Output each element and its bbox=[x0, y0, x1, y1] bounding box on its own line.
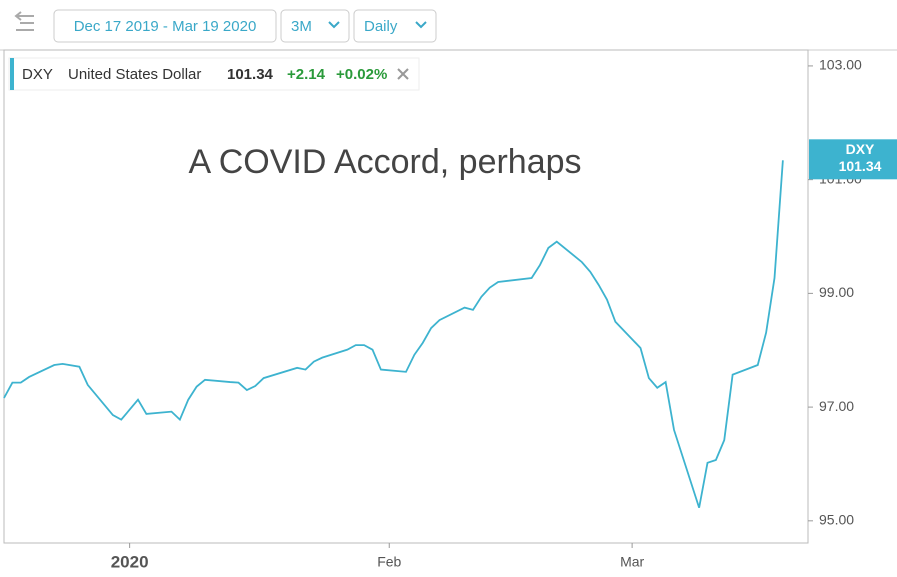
legend-symbol: DXY bbox=[22, 66, 53, 83]
legend-swatch bbox=[10, 58, 14, 90]
x-tick-label: Mar bbox=[620, 554, 644, 570]
period-button[interactable] bbox=[280, 9, 350, 43]
x-tick-label: 2020 bbox=[111, 552, 149, 571]
badge-value: 101.34 bbox=[839, 158, 882, 174]
interval: Daily bbox=[364, 18, 398, 35]
chevron bbox=[415, 21, 427, 29]
date-range-button[interactable] bbox=[53, 9, 277, 43]
plot-frame bbox=[3, 49, 809, 544]
period: 3M bbox=[291, 18, 312, 35]
legend-value: 101.34 bbox=[227, 66, 274, 83]
legend-change: +2.14 bbox=[287, 66, 326, 83]
annotation: A COVID Accord, perhaps bbox=[188, 143, 581, 181]
y-tick-label: 103.00 bbox=[819, 57, 862, 73]
legend-change-percent: +0.02% bbox=[336, 66, 387, 83]
legend-name: United States Dollar bbox=[68, 66, 201, 83]
x-tick-label: Feb bbox=[377, 554, 401, 570]
last-value-badge bbox=[809, 139, 897, 180]
legend-close[interactable] bbox=[397, 68, 409, 80]
line bbox=[3, 160, 784, 509]
badge-symbol: DXY bbox=[846, 141, 875, 157]
y-tick-label: 97.00 bbox=[819, 398, 854, 414]
interval-button[interactable] bbox=[353, 9, 437, 43]
y-tick-label: 95.00 bbox=[819, 512, 854, 528]
chevron bbox=[328, 21, 340, 29]
back-icon[interactable] bbox=[14, 11, 34, 31]
legend bbox=[8, 57, 420, 91]
y-tick-label: 99.00 bbox=[819, 284, 854, 300]
date-range: Dec 17 2019 - Mar 19 2020 bbox=[74, 18, 257, 35]
